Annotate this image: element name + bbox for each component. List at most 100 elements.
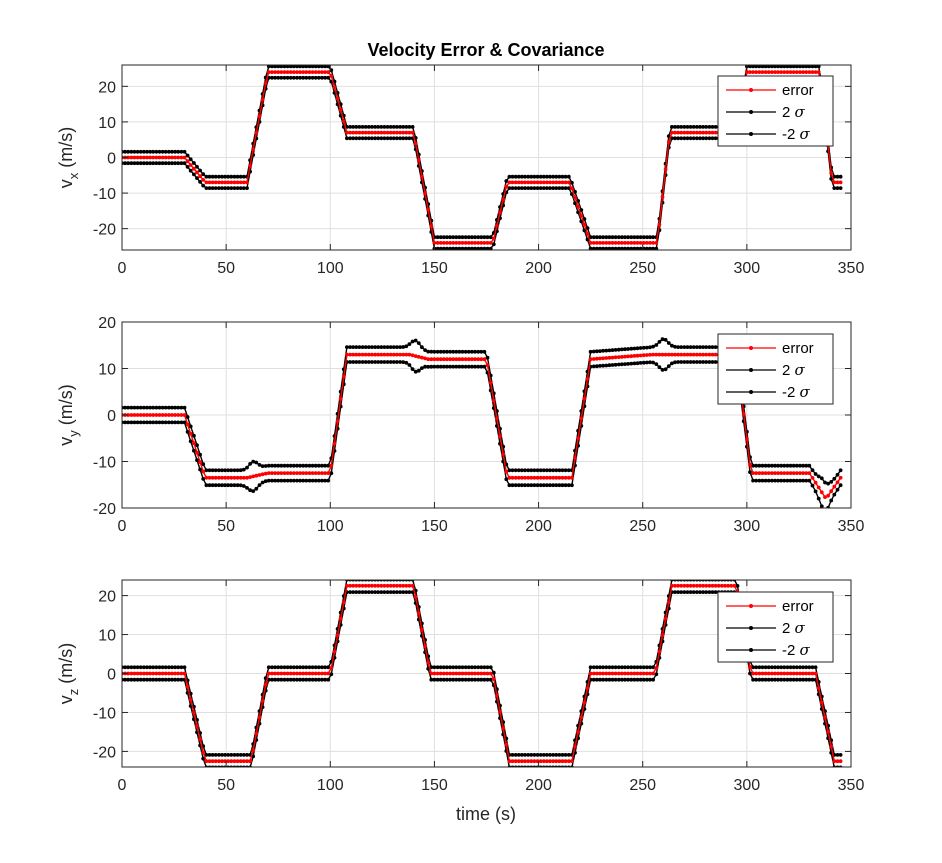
series-point	[273, 478, 277, 483]
series-point	[651, 241, 655, 245]
series-point	[760, 463, 765, 468]
series-point	[607, 665, 612, 670]
series-point	[632, 361, 637, 366]
series-point	[770, 478, 774, 483]
series-point	[629, 246, 634, 250]
series-point	[163, 161, 168, 166]
series-point	[123, 677, 127, 682]
series-point	[545, 174, 549, 179]
series-point	[298, 471, 302, 475]
series-point	[129, 149, 134, 154]
series-point	[323, 665, 327, 670]
series-point	[351, 590, 356, 594]
series-point	[766, 671, 771, 676]
series-point	[279, 471, 284, 475]
series-point	[257, 715, 262, 720]
series-point	[801, 65, 805, 69]
series-point	[748, 665, 752, 670]
series-point	[482, 357, 487, 362]
series-point	[204, 180, 209, 185]
series-point	[357, 360, 362, 364]
series-point	[345, 136, 349, 141]
series-point	[323, 471, 327, 475]
series-point	[335, 633, 340, 638]
series-point	[276, 75, 281, 80]
series-point	[707, 130, 712, 135]
series-point	[573, 195, 577, 200]
y-tick-label: 10	[98, 362, 116, 379]
series-point	[241, 174, 246, 179]
series-point	[779, 65, 784, 69]
series-point	[776, 463, 780, 468]
series-point	[457, 246, 462, 250]
series-point	[245, 465, 249, 470]
series-point	[398, 136, 402, 141]
series-point	[695, 360, 699, 364]
series-point	[420, 627, 424, 632]
series-point	[688, 583, 693, 588]
series-point	[535, 483, 540, 488]
series-point	[142, 405, 146, 410]
x-tick-label: 350	[838, 260, 865, 277]
series-point	[541, 483, 546, 488]
series-point	[773, 671, 777, 676]
series-point	[123, 665, 127, 670]
series-point	[188, 431, 193, 436]
series-point	[548, 753, 552, 757]
series-point	[192, 441, 196, 446]
series-point	[235, 180, 240, 185]
series-point	[704, 125, 709, 129]
series-point	[291, 665, 296, 670]
series-point	[604, 241, 609, 245]
series-point	[320, 75, 324, 80]
series-point	[613, 362, 618, 367]
series-point	[676, 583, 680, 588]
series-point	[445, 671, 449, 676]
series-point	[348, 136, 352, 141]
series-point	[698, 130, 702, 135]
series-point	[395, 125, 399, 129]
series-point	[545, 475, 549, 480]
series-point	[373, 590, 377, 594]
series-point	[395, 345, 399, 349]
series-point	[251, 147, 256, 152]
series-point	[476, 665, 481, 670]
series-point	[217, 186, 221, 191]
series-point	[676, 360, 680, 364]
y-tick-label: -10	[93, 186, 116, 203]
series-point	[232, 483, 237, 488]
series-point	[217, 468, 221, 473]
series-point	[688, 360, 693, 364]
series-point	[285, 665, 290, 670]
series-point	[307, 471, 312, 475]
series-point	[823, 715, 827, 720]
series-point	[360, 583, 365, 588]
series-point	[588, 241, 593, 245]
series-point	[510, 468, 515, 473]
series-point	[463, 665, 468, 670]
series-point	[504, 179, 509, 183]
series-point	[129, 155, 134, 160]
series-point	[610, 363, 615, 367]
series-point	[623, 362, 627, 366]
series-point	[535, 468, 540, 473]
series-point	[566, 753, 571, 757]
series-point	[645, 246, 649, 250]
series-point	[429, 224, 434, 229]
series-point	[257, 483, 262, 487]
series-point	[626, 246, 630, 250]
series-point	[182, 405, 187, 410]
series-point	[670, 583, 674, 588]
series-point	[807, 463, 812, 468]
series-point	[266, 471, 271, 475]
series-point	[370, 590, 374, 594]
series-point	[441, 349, 446, 354]
series-point	[645, 235, 649, 240]
series-point	[313, 671, 318, 676]
series-point	[766, 471, 771, 475]
series-point	[673, 352, 677, 357]
series-point	[270, 463, 274, 468]
series-point	[157, 149, 162, 154]
series-point	[751, 70, 755, 74]
series-point	[610, 671, 615, 676]
